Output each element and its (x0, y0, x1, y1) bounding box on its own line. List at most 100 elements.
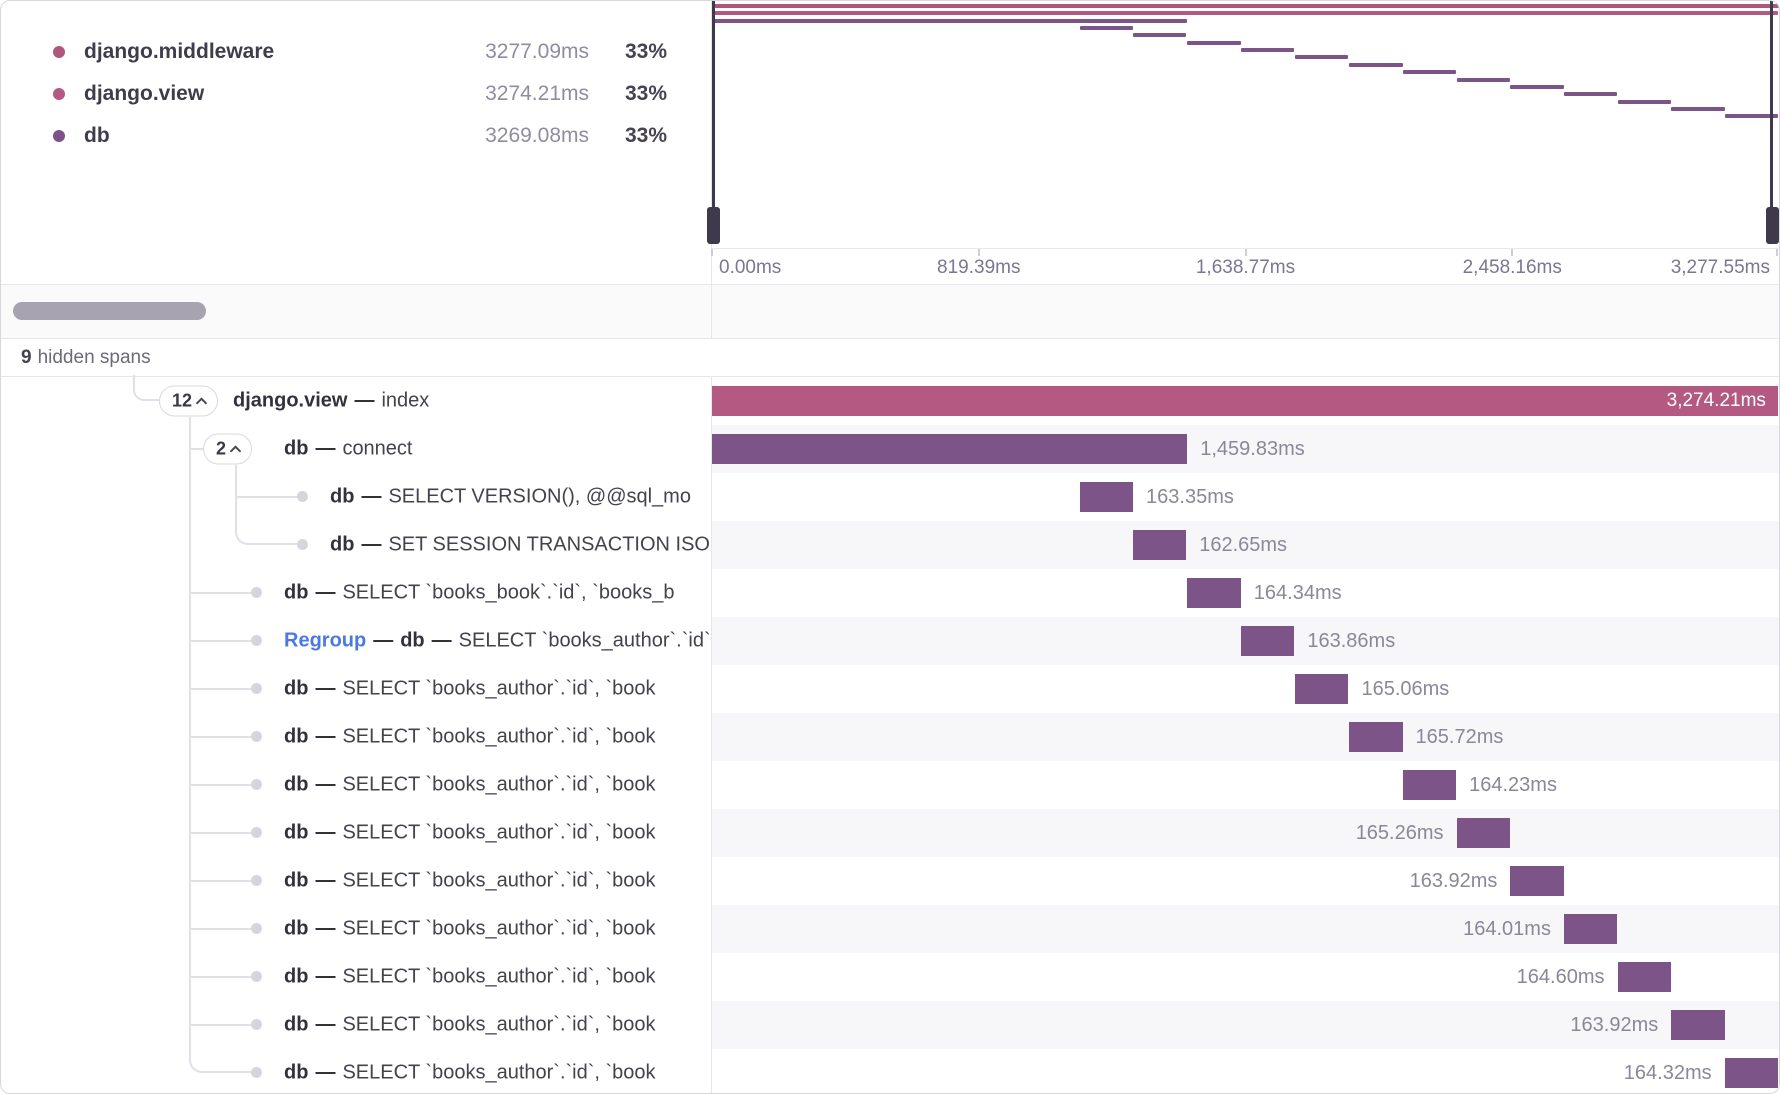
span-title: db — SELECT `books_author`.`id`, `book (284, 678, 656, 701)
span-detail: SELECT `books_author`.`id`, `book (342, 677, 656, 700)
span-detail: connect (342, 437, 413, 460)
span-bar[interactable] (712, 434, 1188, 464)
span-dot-icon (251, 827, 262, 838)
collapse-badge[interactable]: 12 (159, 385, 219, 417)
span-bar[interactable] (1671, 1010, 1725, 1040)
span-tree-item[interactable]: db — SELECT VERSION(), @@sql_mo (1, 473, 712, 521)
child-count: 2 (216, 438, 227, 459)
span-name: db (284, 821, 309, 844)
horizontal-scrollbar-thumb[interactable] (13, 302, 206, 320)
legend-item[interactable]: django.view 3274.21ms 33% (53, 73, 667, 115)
span-timeline-cell[interactable]: 162.65ms (712, 521, 1779, 569)
span-timeline-cell[interactable]: 164.32ms (712, 1049, 1779, 1093)
span-duration-label: 164.34ms (1253, 581, 1342, 604)
span-tree-item[interactable]: db — SELECT `books_book`.`id`, `books_b (1, 569, 712, 617)
span-timeline-cell[interactable]: 163.92ms (712, 1001, 1779, 1049)
span-bar[interactable] (1617, 962, 1672, 992)
span-duration-label: 165.72ms (1415, 725, 1504, 748)
span-title: db — SELECT `books_author`.`id`, `book (284, 774, 656, 797)
legend-percent: 33% (624, 124, 667, 147)
span-dot-icon (251, 923, 262, 934)
span-bar[interactable] (1402, 770, 1457, 800)
span-row: 2 db — connect 1,459.83ms (1, 425, 1779, 473)
tree-guide-line (133, 375, 160, 401)
tree-connector (189, 735, 251, 738)
span-tree-item[interactable]: db — SELECT `books_author`.`id`, `book (1, 1001, 712, 1049)
span-timeline-cell[interactable]: 3,274.21ms (712, 377, 1779, 425)
tree-connector (189, 831, 251, 834)
span-row: Regroup — db — SELECT `books_author`.`id`, `… (1, 617, 1779, 665)
span-timeline-cell[interactable]: 164.23ms (712, 761, 1779, 809)
child-count: 12 (172, 390, 193, 411)
span-timeline-cell[interactable]: 165.26ms (712, 809, 1779, 857)
legend-color-dot-icon (53, 46, 65, 58)
span-timeline-cell[interactable]: 1,459.83ms (712, 425, 1779, 473)
span-detail: SELECT `books_author`.`id`, `book (342, 773, 656, 796)
chevron-up-icon (196, 397, 207, 405)
span-tree-item[interactable]: db — SELECT `books_author`.`id`, `book (1, 953, 712, 1001)
span-bar[interactable] (1348, 722, 1403, 752)
span-bar[interactable] (1563, 914, 1618, 944)
minimap-left-handle[interactable] (707, 207, 720, 244)
span-title: db — SELECT `books_book`.`id`, `books_b (284, 582, 674, 605)
span-tree-item[interactable]: db — SELECT `books_author`.`id`, `book (1, 809, 712, 857)
minimap-viewport-left-edge[interactable] (712, 1, 715, 244)
minimap-viewport-right-edge[interactable] (1770, 1, 1773, 244)
span-timeline-cell[interactable]: 163.86ms (712, 617, 1779, 665)
collapse-badge[interactable]: 2 (203, 433, 253, 465)
minimap-span (1294, 55, 1349, 60)
span-bar[interactable] (1187, 578, 1241, 608)
span-name: db (284, 917, 309, 940)
span-bar[interactable] (1079, 482, 1134, 512)
span-tree-item[interactable]: db — SELECT `books_author`.`id`, `book (1, 761, 712, 809)
span-timeline-cell[interactable]: 164.01ms (712, 905, 1779, 953)
legend-item[interactable]: django.middleware 3277.09ms 33% (53, 31, 667, 73)
axis-tick (711, 249, 713, 256)
span-prefix-link[interactable]: Regroup (284, 629, 367, 652)
span-tree-item[interactable]: db — SELECT `books_author`.`id`, `book (1, 665, 712, 713)
span-timeline-cell[interactable]: 163.35ms (712, 473, 1779, 521)
legend-item[interactable]: db 3269.08ms 33% (53, 115, 667, 157)
span-timeline-cell[interactable]: 164.34ms (712, 569, 1779, 617)
separator: — (315, 821, 336, 844)
span-bar[interactable] (1724, 1058, 1779, 1088)
span-tree-item[interactable]: db — SELECT `books_author`.`id`, `book (1, 713, 712, 761)
span-title: db — SET SESSION TRANSACTION ISOL (330, 534, 711, 557)
span-detail: SELECT `books_author`.`id`, `book (342, 917, 656, 940)
minimap-chart[interactable] (707, 1, 1779, 248)
tree-connector (189, 975, 251, 978)
span-title: db — connect (284, 438, 413, 461)
span-tree-item[interactable]: db — SET SESSION TRANSACTION ISOL (1, 521, 712, 569)
span-bar[interactable] (1294, 674, 1349, 704)
span-tree-item[interactable]: db — SELECT `books_author`.`id`, `book (1, 1049, 712, 1093)
minimap-span (712, 4, 1779, 8)
span-tree-item[interactable]: 2 db — connect (1, 425, 712, 473)
span-tree-item[interactable]: db — SELECT `books_author`.`id`, `book (1, 905, 712, 953)
span-bar[interactable] (1510, 866, 1564, 896)
span-bar[interactable] (712, 386, 1778, 416)
span-tree-item[interactable]: 12 django.view — index (1, 377, 712, 425)
tree-scrollbar-track[interactable] (1, 285, 712, 338)
span-timeline-cell[interactable]: 165.06ms (712, 665, 1779, 713)
span-tree-item[interactable]: db — SELECT `books_author`.`id`, `book (1, 857, 712, 905)
span-dot-icon (251, 635, 262, 646)
legend-percent: 33% (624, 40, 667, 63)
span-bar[interactable] (1456, 818, 1511, 848)
minimap-panel[interactable]: 0.00ms 819.39ms 1,638.77ms 2,458.16ms 3,277.… (707, 1, 1779, 284)
axis-tick-label: 819.39ms (937, 257, 1021, 278)
tree-connector (189, 639, 251, 642)
span-timeline-cell[interactable]: 164.60ms (712, 953, 1779, 1001)
span-row: db — SELECT `books_author`.`id`, `book 163… (1, 857, 1779, 905)
span-tree-item[interactable]: Regroup — db — SELECT `books_author`.`id`, `… (1, 617, 712, 665)
span-timeline-cell[interactable]: 163.92ms (712, 857, 1779, 905)
span-name: db (284, 1013, 309, 1036)
span-bar[interactable] (1241, 626, 1295, 656)
span-title: db — SELECT `books_author`.`id`, `book (284, 726, 656, 749)
legend-duration: 3274.21ms (485, 82, 589, 105)
minimap-right-handle[interactable] (1766, 207, 1779, 244)
span-timeline-cell[interactable]: 165.72ms (712, 713, 1779, 761)
span-row: db — SELECT `books_author`.`id`, `book 165… (1, 809, 1779, 857)
span-title: db — SELECT `books_author`.`id`, `book (284, 1014, 656, 1037)
hidden-spans-row[interactable]: 9 hidden spans (1, 339, 1779, 377)
span-bar[interactable] (1133, 530, 1187, 560)
